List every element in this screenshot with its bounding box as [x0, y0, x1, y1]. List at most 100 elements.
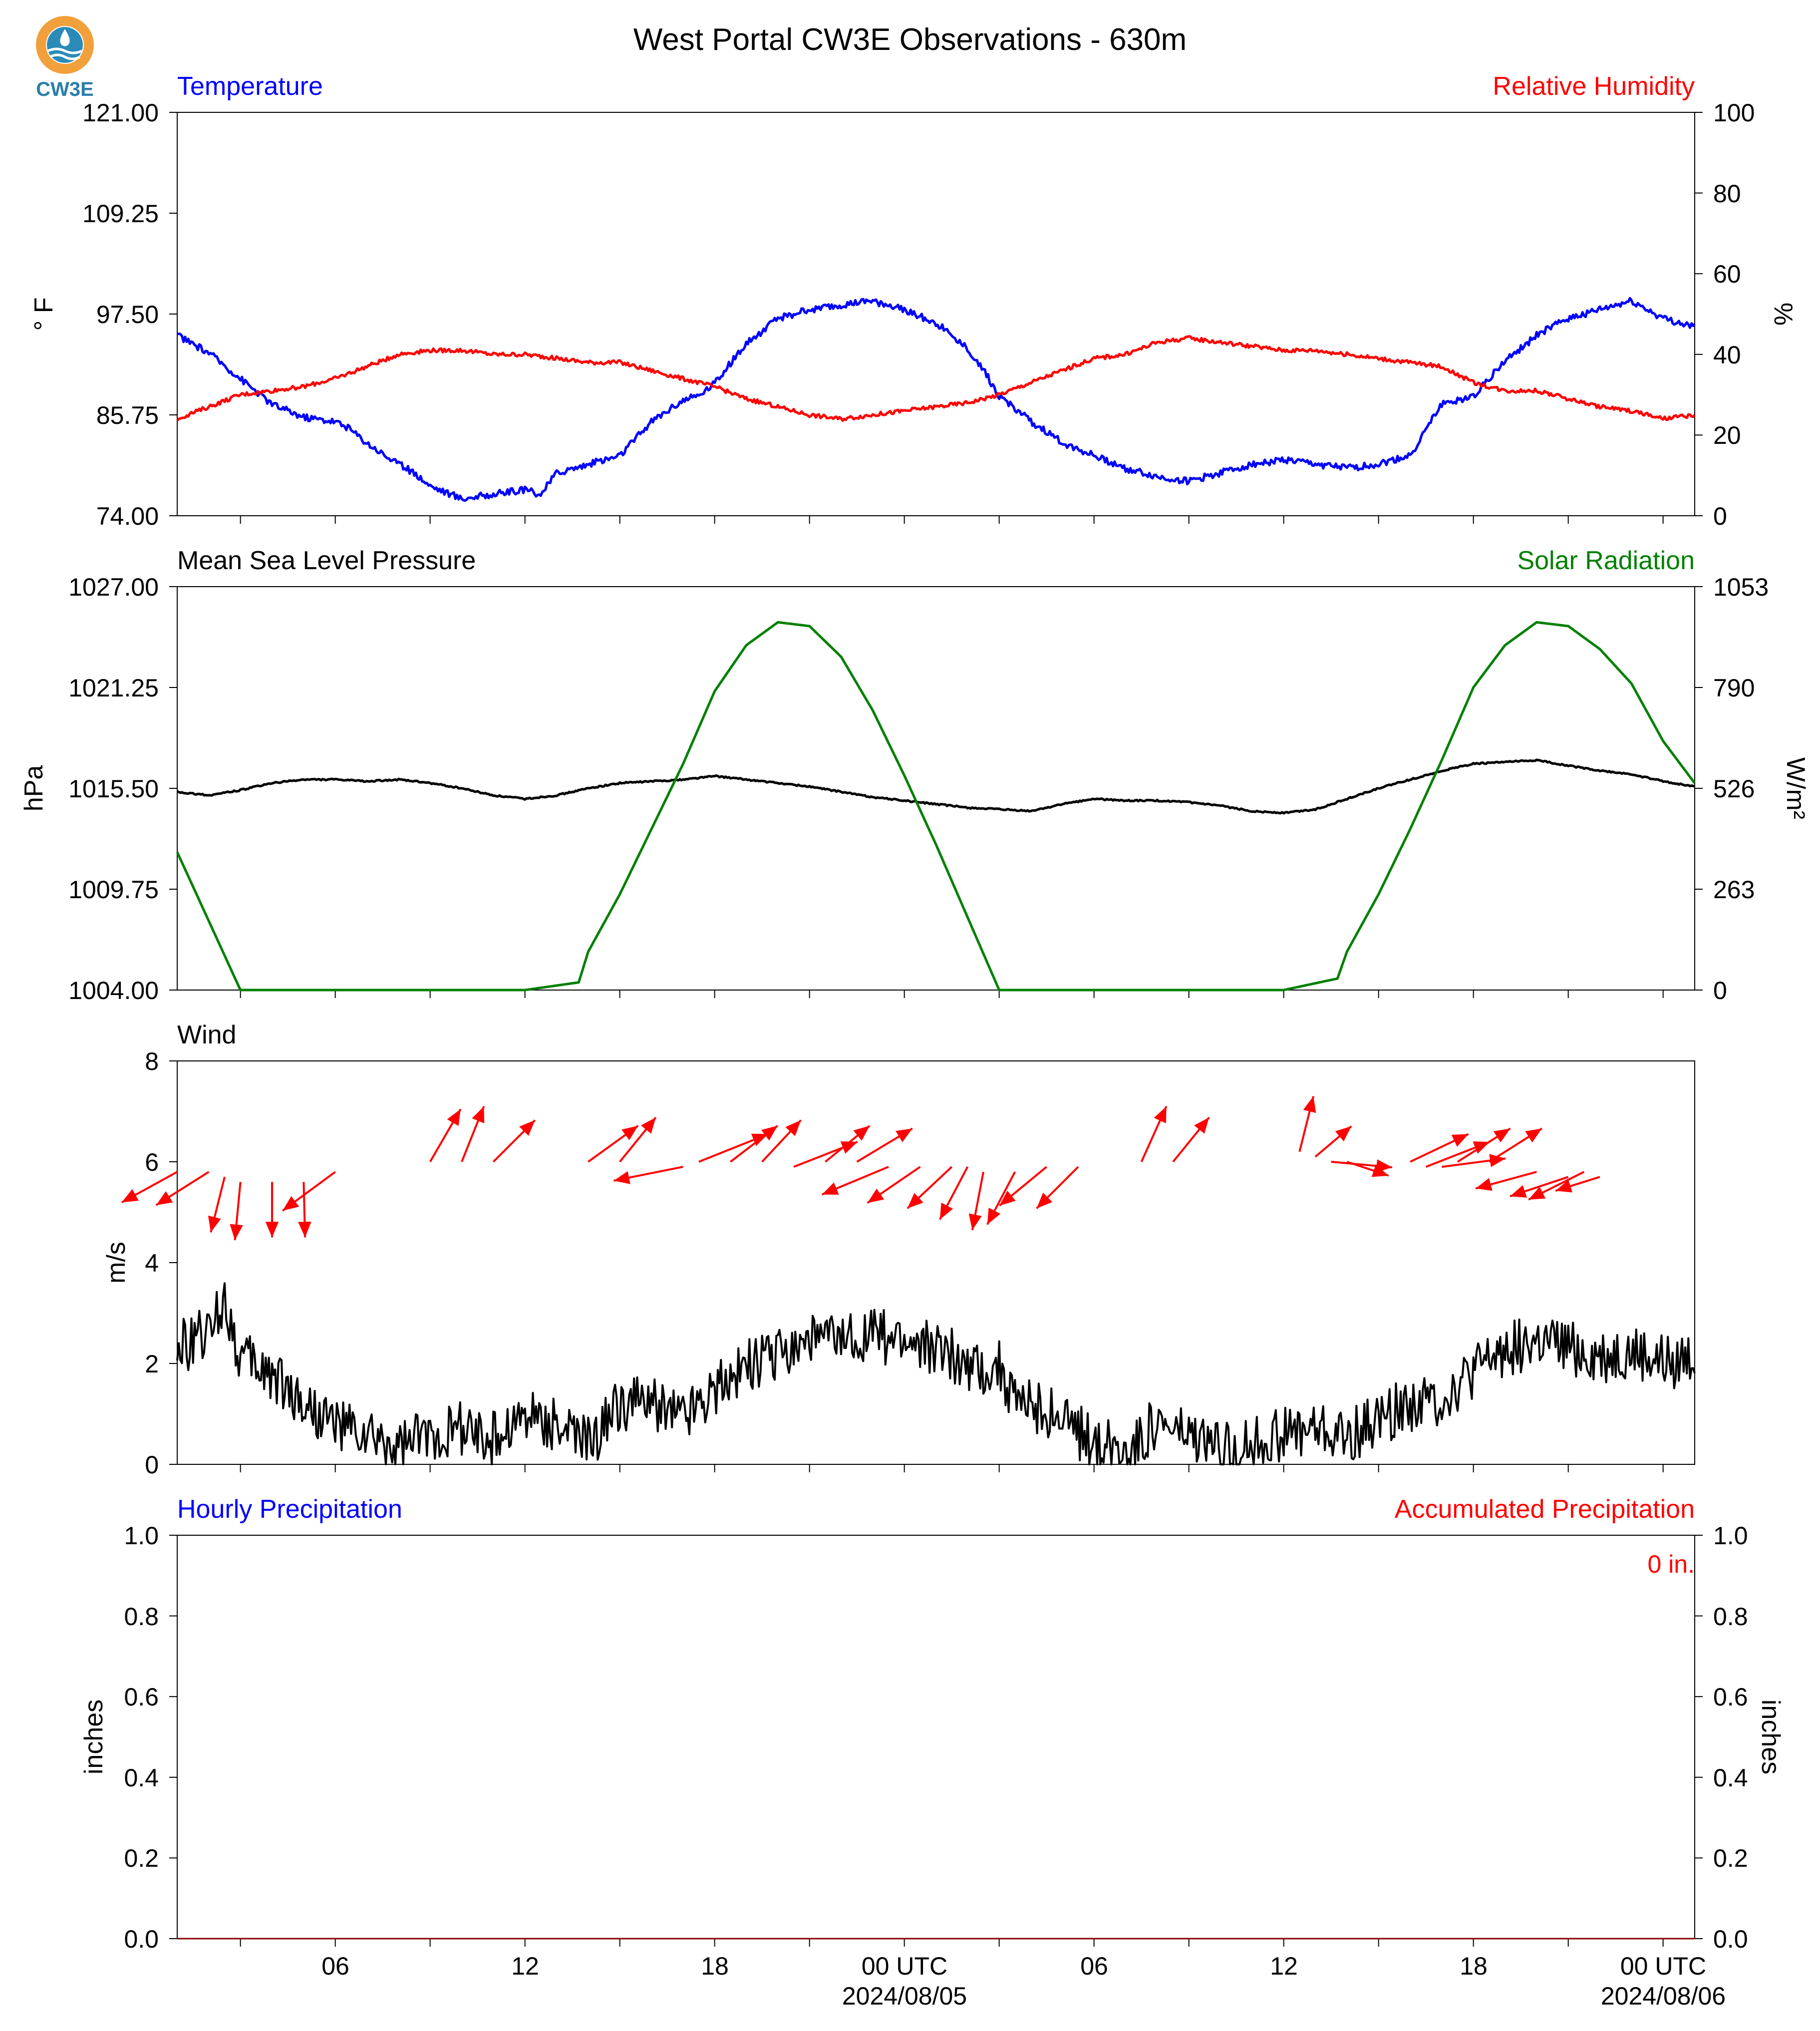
wind-arrow — [986, 1171, 1016, 1225]
wind-arrow — [698, 1133, 769, 1163]
ytick-label: 0.2 — [124, 1844, 159, 1872]
solar-line — [176, 621, 1696, 992]
xtick-date-label: 2024/08/06 — [1601, 1982, 1726, 2010]
wind-arrow — [298, 1182, 311, 1238]
wind-left-ticks: 8 6 4 2 0 — [145, 1047, 159, 1479]
humidity-line — [176, 335, 1696, 422]
hourly-precip-title: Hourly Precipitation — [177, 1495, 402, 1524]
wind-arrow — [429, 1108, 462, 1163]
wind-panel-frame — [177, 1060, 1695, 1465]
wind-arrow — [761, 1119, 802, 1163]
ytick-label: 0.6 — [124, 1683, 159, 1711]
ytick-label: 0.4 — [1713, 1764, 1748, 1792]
xtick-label: 18 — [1460, 1952, 1488, 1980]
ytick-label: 1.0 — [1713, 1522, 1748, 1550]
ytick-label: 0.8 — [1713, 1603, 1748, 1631]
ytick-label: 40 — [1713, 341, 1741, 369]
pressure-title: Mean Sea Level Pressure — [177, 546, 476, 575]
wind-arrow — [208, 1176, 226, 1233]
wind-arrow — [1410, 1133, 1469, 1163]
ytick-label: 74.00 — [96, 502, 159, 530]
data-series — [176, 297, 1696, 1940]
temperature-ylabel: ° F — [29, 297, 58, 331]
ytick-label: 0.0 — [1713, 1925, 1748, 1953]
xtick-label: 18 — [701, 1952, 729, 1980]
wind-arrow — [907, 1166, 953, 1209]
wind-speed-line — [176, 1282, 1696, 1465]
logo-text: CW3E — [36, 78, 94, 100]
wind-arrow — [265, 1182, 279, 1238]
wind-arrow — [1172, 1116, 1210, 1163]
humidity-ylabel: % — [1769, 303, 1798, 326]
xtick-date-label: 2024/08/05 — [842, 1982, 967, 2010]
pressure-panel-frame — [177, 586, 1695, 991]
x-tick-labels: 06 12 18 00 UTC 06 12 18 00 UTC 2024/08/… — [321, 1952, 1726, 2010]
precip-left-ticks: 1.0 0.8 0.6 0.4 0.2 0.0 — [124, 1522, 159, 1953]
ytick-label: 1021.25 — [68, 674, 159, 702]
ytick-label: 0.0 — [124, 1925, 159, 1953]
wind-ylabel: m/s — [102, 1242, 131, 1284]
ytick-label: 6 — [145, 1148, 159, 1176]
ytick-label: 1.0 — [124, 1522, 159, 1550]
precip-total-label: 0 in. — [1647, 1550, 1695, 1578]
pressure-line — [176, 758, 1695, 815]
wind-arrow — [461, 1106, 485, 1162]
ytick-label: 0 — [1713, 502, 1727, 530]
ytick-label: 85.75 — [96, 401, 159, 429]
pressure-left-ticks: 1027.00 1021.25 1015.50 1009.75 1004.00 — [68, 573, 159, 1005]
axis-ticks — [169, 112, 1703, 1947]
ytick-label: 790 — [1713, 674, 1755, 702]
temperature-title: Temperature — [177, 72, 323, 101]
wind-arrow — [998, 1166, 1047, 1207]
wind-arrow — [230, 1182, 243, 1241]
wind-arrow — [821, 1166, 889, 1196]
temperature-line — [177, 297, 1696, 502]
precip-right-ticks: 1.0 0.8 0.6 0.4 0.2 0.0 — [1713, 1522, 1748, 1953]
precip-panel-frame — [177, 1535, 1695, 1939]
wind-arrow — [121, 1171, 178, 1204]
accum-precip-title: Accumulated Precipitation — [1395, 1495, 1695, 1524]
ytick-label: 1004.00 — [68, 977, 159, 1005]
temperature-panel-frame — [177, 112, 1695, 516]
ytick-label: 1015.50 — [68, 775, 159, 803]
solar-title: Solar Radiation — [1517, 546, 1695, 575]
xtick-label: 06 — [321, 1952, 349, 1980]
wind-arrow — [730, 1125, 778, 1163]
ytick-label: 20 — [1713, 421, 1741, 449]
humidity-title: Relative Humidity — [1493, 72, 1695, 101]
wind-arrow — [1036, 1166, 1079, 1209]
wind-arrow — [1442, 1154, 1506, 1168]
xtick-label: 00 UTC — [862, 1952, 947, 1980]
humidity-right-ticks: 100 80 60 40 20 0 — [1713, 99, 1755, 530]
wind-arrow — [282, 1171, 336, 1212]
wind-direction-arrows — [121, 1096, 1600, 1241]
ytick-label: 526 — [1713, 775, 1755, 803]
ytick-label: 2 — [145, 1350, 159, 1378]
wind-arrow — [155, 1171, 210, 1206]
ytick-label: 0.4 — [124, 1764, 159, 1792]
xtick-label: 06 — [1080, 1952, 1108, 1980]
logo-ring-icon — [36, 16, 94, 74]
wind-arrow — [968, 1171, 984, 1231]
ytick-label: 0.2 — [1713, 1844, 1748, 1872]
wind-arrow — [1140, 1106, 1168, 1162]
ytick-label: 0.6 — [1713, 1683, 1748, 1711]
ytick-label: 1009.75 — [68, 876, 159, 904]
wind-arrow — [856, 1127, 913, 1163]
ytick-label: 8 — [145, 1047, 159, 1075]
wind-arrow — [1489, 1127, 1542, 1163]
ytick-label: 80 — [1713, 180, 1741, 208]
xtick-label: 12 — [511, 1952, 539, 1980]
wind-arrow — [1528, 1171, 1585, 1201]
ytick-label: 100 — [1713, 99, 1755, 127]
wind-arrow — [1314, 1125, 1352, 1158]
precip-right-ylabel: inches — [1756, 1699, 1785, 1774]
figure-title: West Portal CW3E Observations - 630m — [633, 22, 1187, 57]
wind-arrow — [939, 1166, 969, 1220]
wind-arrow — [619, 1116, 657, 1163]
ytick-label: 121.00 — [82, 99, 159, 127]
wind-arrow — [588, 1125, 639, 1163]
solar-ylabel: W/m² — [1781, 757, 1810, 819]
